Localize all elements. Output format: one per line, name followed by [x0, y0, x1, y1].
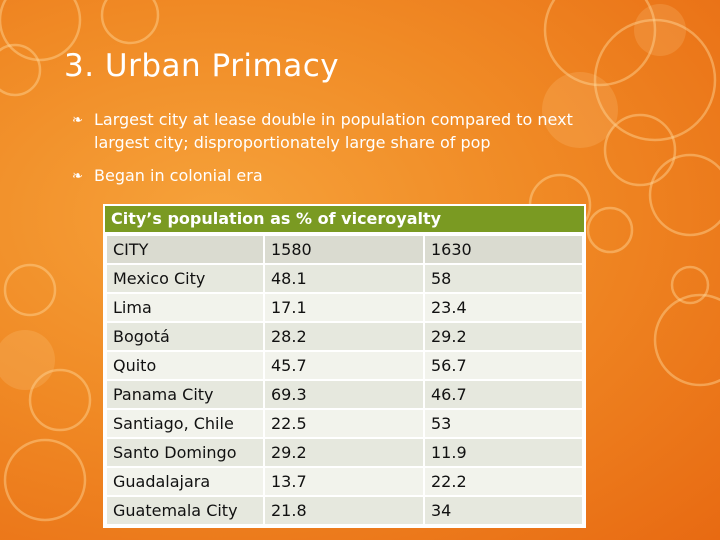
value-cell: 46.7: [423, 379, 584, 410]
city-cell: Mexico City: [105, 263, 265, 294]
bullet-text: Began in colonial era: [94, 166, 263, 185]
value-cell: 22.2: [423, 466, 584, 497]
leaf-icon: ❧: [72, 169, 83, 184]
city-cell: Lima: [105, 292, 265, 323]
population-table: City’s population as % of viceroyalty CI…: [103, 204, 586, 528]
value-cell: 22.5: [263, 408, 425, 439]
city-cell: Bogotá: [105, 321, 265, 352]
table-row: Bogotá 28.2 29.2: [105, 321, 584, 352]
table-title: City’s population as % of viceroyalty: [105, 206, 584, 234]
header-cell: 1630: [423, 234, 584, 265]
value-cell: 69.3: [263, 379, 425, 410]
table-row: Santiago, Chile 22.5 53: [105, 408, 584, 439]
value-cell: 28.2: [263, 321, 425, 352]
table-row: Santo Domingo 29.2 11.9: [105, 437, 584, 468]
bullet-item: ❧ Largest city at lease double in popula…: [72, 108, 602, 154]
bullet-list: ❧ Largest city at lease double in popula…: [72, 108, 602, 198]
value-cell: 53: [423, 408, 584, 439]
slide-title: 3. Urban Primacy: [64, 48, 340, 84]
header-cell: 1580: [263, 234, 425, 265]
bullet-item: ❧ Began in colonial era: [72, 164, 602, 188]
value-cell: 29.2: [423, 321, 584, 352]
table-row: Quito 45.7 56.7: [105, 350, 584, 381]
value-cell: 17.1: [263, 292, 425, 323]
city-cell: Guatemala City: [105, 495, 265, 526]
table-row: Mexico City 48.1 58: [105, 263, 584, 294]
header-cell: CITY: [105, 234, 265, 265]
value-cell: 34: [423, 495, 584, 526]
city-cell: Quito: [105, 350, 265, 381]
value-cell: 58: [423, 263, 584, 294]
city-cell: Santiago, Chile: [105, 408, 265, 439]
table-header-row: CITY 1580 1630: [105, 234, 584, 265]
table-row: Lima 17.1 23.4: [105, 292, 584, 323]
value-cell: 13.7: [263, 466, 425, 497]
value-cell: 56.7: [423, 350, 584, 381]
value-cell: 45.7: [263, 350, 425, 381]
value-cell: 21.8: [263, 495, 425, 526]
value-cell: 29.2: [263, 437, 425, 468]
city-cell: Panama City: [105, 379, 265, 410]
table-row: Panama City 69.3 46.7: [105, 379, 584, 410]
bullet-text: Largest city at lease double in populati…: [94, 110, 573, 152]
table-row: Guadalajara 13.7 22.2: [105, 466, 584, 497]
table-row: Guatemala City 21.8 34: [105, 495, 584, 526]
value-cell: 48.1: [263, 263, 425, 294]
city-cell: Santo Domingo: [105, 437, 265, 468]
value-cell: 23.4: [423, 292, 584, 323]
city-cell: Guadalajara: [105, 466, 265, 497]
data-table: CITY 1580 1630 Mexico City 48.1 58 Lima …: [105, 234, 584, 526]
leaf-icon: ❧: [72, 113, 83, 128]
value-cell: 11.9: [423, 437, 584, 468]
